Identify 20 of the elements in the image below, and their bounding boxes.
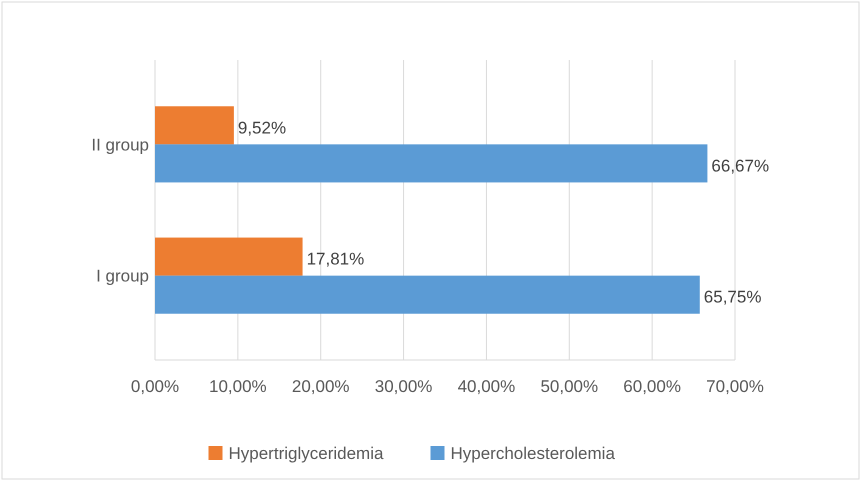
- bar: [155, 276, 700, 314]
- x-tick-label: 60,00%: [623, 377, 681, 396]
- x-tick-label: 70,00%: [706, 377, 764, 396]
- legend-label: Hypertriglyceridemia: [228, 444, 384, 463]
- y-tick-label: II group: [91, 135, 149, 154]
- x-tick-label: 50,00%: [540, 377, 598, 396]
- bar: [155, 238, 303, 276]
- bar: [155, 106, 234, 144]
- x-tick-label: 40,00%: [458, 377, 516, 396]
- x-tick-label: 20,00%: [292, 377, 350, 396]
- data-label: 65,75%: [704, 288, 762, 307]
- legend-label: Hypercholesterolemia: [450, 444, 616, 463]
- y-tick-label: I group: [96, 266, 149, 286]
- data-label: 66,67%: [711, 156, 770, 176]
- data-label: 9,52%: [238, 118, 286, 138]
- data-label: 17,81%: [306, 250, 364, 269]
- x-tick-label: 30,00%: [374, 377, 432, 396]
- x-tick-label: 10,00%: [209, 377, 267, 396]
- bar: [155, 144, 708, 182]
- x-tick-label: 0,00%: [130, 377, 180, 396]
